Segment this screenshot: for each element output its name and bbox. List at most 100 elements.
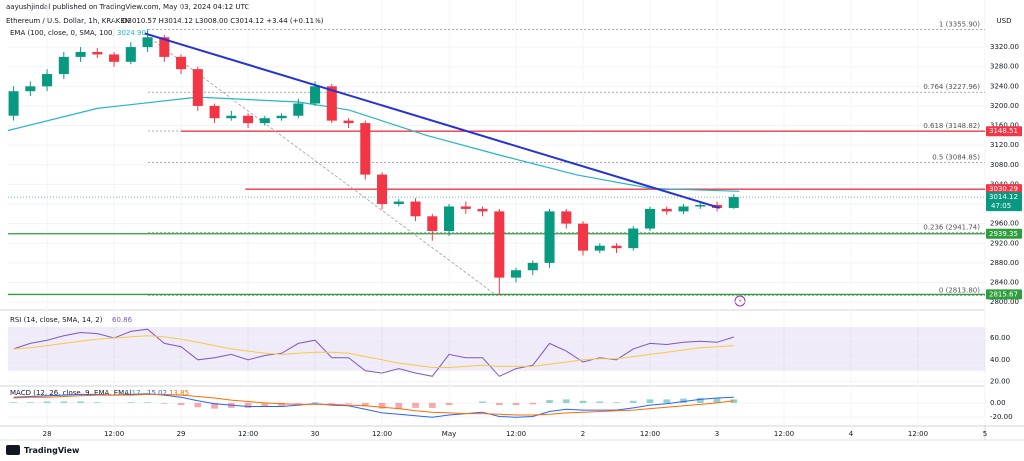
trend-line [144, 32, 721, 209]
candle-body [142, 37, 153, 48]
macd-histogram-bar [713, 397, 721, 403]
fib-label: 0 (2813.80) [939, 286, 980, 294]
macd-histogram-bar [479, 401, 486, 403]
rsi-title: RSI (14, close, SMA, 14, 2) [10, 316, 103, 324]
event-icon-glyph[interactable]: ⚡ [738, 298, 742, 305]
y-tick-label: 2880.00 [990, 259, 1019, 267]
candle-body [25, 86, 36, 92]
x-tick-label: 29 [177, 430, 186, 438]
candle-body [92, 51, 103, 55]
candle-body [410, 201, 421, 217]
macd-histogram-bar [412, 402, 419, 408]
rsi-line [13, 335, 734, 368]
candle-body [226, 115, 237, 119]
x-tick-label: 5 [983, 430, 987, 438]
macd-histogram-bar [512, 402, 520, 406]
macd-title: MACD (12, 26, close, 9, EMA, EMA) [10, 389, 132, 397]
candle-body [42, 74, 53, 87]
macd-histogram-bar [43, 401, 51, 403]
last-price: 3014.12 [989, 193, 1018, 201]
rsi-band [8, 327, 985, 371]
ema-line [7, 96, 740, 192]
candle-body [75, 51, 86, 57]
y-tick-label: 3320.00 [990, 43, 1019, 51]
y-tick-label: 2960.00 [990, 220, 1019, 228]
candle-body [377, 174, 388, 205]
x-tick-label: 12:00 [104, 430, 124, 438]
macd-histogram-bar [211, 402, 218, 409]
y-tick-label: 3160.00 [990, 122, 1019, 130]
y-tick-label: 3080.00 [990, 161, 1019, 169]
rsi-line [13, 328, 734, 377]
x-tick-label: 12:00 [908, 430, 928, 438]
candle-body [594, 245, 605, 251]
rsi-value: 60.86 [112, 316, 133, 324]
x-tick-label: 12:00 [506, 430, 526, 438]
publisher: aayushjindal published on TradingView.co… [6, 3, 249, 11]
fib-label: 1 (3355.90) [939, 20, 980, 28]
y-tick-label: 3200.00 [990, 102, 1019, 110]
macd-histogram-bar [26, 402, 34, 403]
fib-label: 0.5 (3084.85) [932, 153, 980, 161]
macd-histogram-bar [328, 402, 336, 404]
event-icon[interactable] [734, 295, 746, 307]
level-label-bg [986, 228, 1022, 239]
macd-histogram-bar [579, 400, 587, 403]
candle-body [8, 91, 19, 116]
y-tick-label: 0.00 [990, 399, 1006, 407]
y-tick-label: -20.00 [990, 413, 1013, 421]
candle-body [494, 211, 505, 278]
candle-body [343, 120, 354, 124]
macd-histogram-bar [613, 402, 620, 403]
projection-line [150, 37, 494, 294]
candle-body [527, 262, 538, 271]
fib-label: 0.618 (3148.82) [923, 122, 980, 130]
last-price-bg [986, 192, 1022, 212]
macd-histogram-bar [177, 402, 185, 406]
macd-histogram-bar [546, 400, 553, 403]
y-tick-label: 20.00 [990, 378, 1010, 386]
macd-histogram-bar [77, 401, 84, 403]
level-label-bg [986, 184, 1022, 195]
macd-histogram-bar [144, 402, 151, 403]
candle-body [192, 69, 203, 106]
candle-body [176, 56, 187, 70]
macd-histogram-bar [361, 402, 369, 407]
macd-histogram-bar [562, 399, 570, 403]
y-tick-label: 3120.00 [990, 141, 1019, 149]
candle-body [628, 228, 639, 249]
level-label: 2939.35 [989, 230, 1018, 238]
macd-histogram-bar [160, 402, 168, 404]
macd-histogram-bar [345, 402, 352, 404]
macd-histogram-bar [127, 402, 135, 403]
candle-body [276, 115, 287, 119]
candle-body [561, 211, 572, 224]
macd-histogram-bar [629, 400, 637, 403]
x-tick-label: 12:00 [372, 430, 392, 438]
macd-value: 1.17 [125, 389, 141, 397]
candle-body [511, 270, 522, 278]
candle-body [661, 208, 672, 212]
macd-histogram-bar [278, 402, 285, 406]
x-tick-label: 4 [849, 430, 854, 438]
candle-body [477, 208, 488, 212]
macd-histogram-bar [311, 402, 319, 403]
brand: TradingView [24, 446, 80, 455]
candle-body [695, 205, 706, 207]
candle-body [109, 54, 120, 62]
candle-body [159, 37, 170, 57]
candle-body [360, 123, 371, 175]
macd-histogram-bar [395, 402, 403, 409]
countdown: 47:05 [991, 202, 1011, 210]
candle-body [645, 208, 656, 229]
y-tick-label: 3240.00 [990, 82, 1019, 90]
candle-body [393, 201, 404, 205]
candle-body [259, 118, 270, 124]
candle-body [125, 47, 136, 62]
currency: USD [997, 17, 1012, 25]
candle-body [427, 216, 438, 231]
ema-label: EMA (100, close, 0, SMA, 100) [10, 29, 115, 37]
macd-histogram-bar [60, 401, 68, 403]
x-tick-label: 12:00 [640, 430, 660, 438]
candle-body [243, 115, 254, 124]
